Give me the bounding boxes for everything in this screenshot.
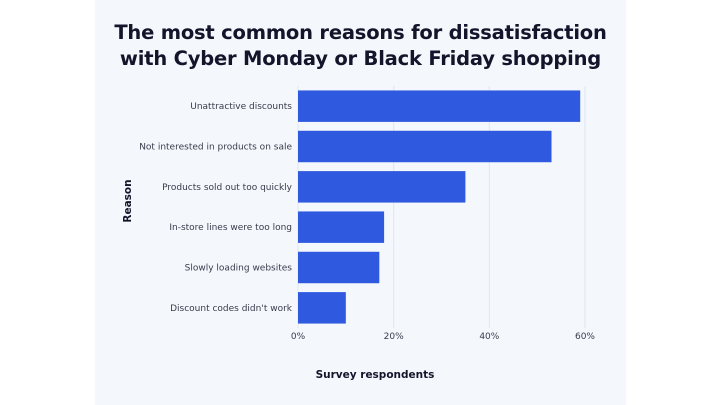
x-tick-label: 20% bbox=[384, 332, 404, 342]
chart-title: The most common reasons for dissatisfact… bbox=[95, 20, 626, 72]
x-tick-label: 60% bbox=[575, 332, 595, 342]
x-axis-title: Survey respondents bbox=[316, 369, 435, 381]
bar bbox=[298, 90, 581, 122]
gridlines bbox=[297, 86, 586, 328]
bars bbox=[298, 90, 581, 324]
x-tick-labels: 0% 20% 40% 60% bbox=[291, 332, 596, 342]
category-label: In-store lines were too long bbox=[169, 223, 292, 233]
category-label: Unattractive discounts bbox=[190, 102, 292, 112]
bar bbox=[298, 292, 346, 324]
y-axis-title: Reason bbox=[122, 179, 134, 222]
x-tick-label: 40% bbox=[479, 332, 499, 342]
chart-title-line-2: with Cyber Monday or Black Friday shoppi… bbox=[119, 47, 602, 70]
x-tick-label: 0% bbox=[291, 332, 306, 342]
bar bbox=[298, 251, 380, 284]
category-labels: Unattractive discounts Not interested in … bbox=[139, 102, 293, 314]
chart-title-line-1: The most common reasons for dissatisfact… bbox=[114, 21, 607, 44]
category-label: Products sold out too quickly bbox=[162, 183, 293, 193]
category-label: Discount codes didn't work bbox=[170, 304, 293, 314]
bar bbox=[298, 130, 552, 163]
category-label: Slowly loading websites bbox=[185, 264, 293, 274]
category-label: Not interested in products on sale bbox=[139, 143, 292, 153]
bar bbox=[298, 171, 466, 203]
bar bbox=[298, 211, 385, 243]
